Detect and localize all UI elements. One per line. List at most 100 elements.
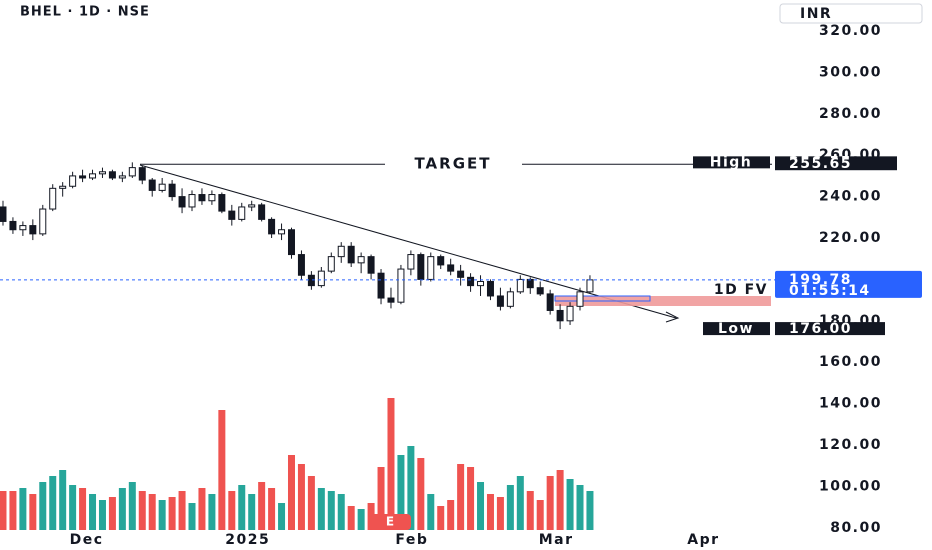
volume-bar: [158, 500, 166, 530]
volume-bar: [218, 410, 226, 530]
volume-bar: [178, 491, 186, 530]
volume-bar: [89, 494, 97, 530]
y-tick-label: 220.00: [819, 230, 882, 246]
volume-bar: [198, 488, 206, 530]
candle-body: [148, 179, 156, 191]
candle-body: [407, 254, 415, 270]
candle-body: [238, 206, 246, 220]
candle-body: [457, 270, 465, 278]
volume-bar: [278, 503, 286, 530]
volume-bar: [447, 500, 455, 530]
target-label: TARGET: [414, 155, 491, 173]
volume-bar: [486, 494, 494, 530]
target-price-tag: [775, 158, 897, 171]
volume-bar: [168, 497, 176, 530]
volume-bar: [307, 476, 315, 530]
volume-bar: [566, 479, 574, 530]
candle-body: [19, 225, 27, 231]
volume-bar: [59, 470, 67, 530]
trend-line: [139, 164, 677, 319]
x-tick-label: 2025: [225, 532, 270, 548]
volume-bar: [317, 488, 325, 530]
candle-body: [586, 279, 594, 293]
low-price-tag: [775, 322, 885, 336]
volume-bar: [98, 500, 106, 530]
volume-bar: [238, 485, 246, 530]
currency-box[interactable]: [779, 3, 923, 24]
volume-bar: [576, 485, 584, 530]
target-price: 255.65: [789, 156, 852, 172]
volume-bar: [228, 491, 236, 530]
candle-body: [526, 278, 534, 289]
candle-body: [49, 187, 57, 210]
volume-bar: [546, 476, 554, 530]
candle-body: [228, 210, 236, 220]
volume-bar: [188, 503, 196, 530]
candle-body: [427, 256, 435, 280]
volume-bar: [268, 488, 276, 530]
volume-bar: [347, 506, 355, 530]
x-tick-label: Dec: [70, 532, 104, 548]
currency[interactable]: INR: [800, 6, 832, 22]
volume-bar: [506, 485, 514, 530]
y-tick-label: 160.00: [819, 354, 882, 370]
candle-body: [9, 220, 17, 231]
low-price: 176.00: [789, 321, 852, 337]
y-tick-label: 280.00: [819, 106, 882, 122]
countdown: 01:55:14: [789, 283, 871, 299]
candle-body: [327, 256, 335, 272]
candle-body: [367, 256, 375, 274]
volume-bar: [297, 464, 305, 530]
candle-body: [337, 245, 345, 258]
volume-bar: [148, 494, 156, 530]
zone: [555, 296, 771, 306]
candle-body: [208, 194, 216, 202]
volume-bar: [287, 455, 295, 530]
candle-body: [496, 295, 504, 307]
volume-bar: [248, 494, 256, 530]
candle-body: [546, 293, 554, 311]
earnings-badge: [369, 514, 411, 530]
volume-bar: [477, 482, 485, 530]
candle-body: [39, 208, 47, 235]
candle-body: [377, 272, 385, 299]
candle-body: [79, 175, 87, 179]
candle-body: [307, 274, 315, 287]
candle-body: [198, 194, 206, 202]
candle-body: [447, 264, 455, 272]
volume-bar: [516, 476, 524, 530]
candle-body: [128, 167, 136, 177]
volume-bar: [69, 485, 77, 530]
volume-bar: [437, 506, 445, 530]
candle-body: [387, 297, 395, 303]
y-tick-label: 140.00: [819, 396, 882, 412]
y-tick-label: 320.00: [819, 23, 882, 39]
candle-body: [0, 206, 7, 222]
candle-body: [287, 229, 295, 256]
volume-bar: [457, 464, 465, 530]
volume-bar: [327, 491, 335, 530]
volume-bar: [118, 488, 126, 530]
candle-body: [417, 254, 425, 280]
y-tick-label: 300.00: [819, 64, 882, 80]
candle-body: [168, 183, 176, 198]
y-tick-label: 80.00: [830, 520, 882, 536]
candle-body: [188, 194, 196, 208]
volume-bar: [417, 458, 425, 530]
candle-body: [297, 254, 305, 276]
earnings-marker[interactable]: E: [386, 515, 394, 529]
candle-body: [536, 287, 544, 295]
volume-bar: [556, 470, 564, 530]
candle-body: [98, 171, 106, 175]
candle-body: [357, 256, 365, 264]
volume-bar: [496, 497, 504, 530]
high-label: High: [710, 154, 753, 170]
volume-bar: [387, 398, 395, 530]
candle-body: [268, 218, 276, 235]
x-tick-label: Mar: [539, 532, 574, 548]
candle-body: [248, 204, 256, 208]
fair-value-label: 1D FV: [714, 282, 768, 298]
volume-bar: [397, 455, 405, 530]
volume-bar: [536, 500, 544, 530]
candle-body: [486, 280, 494, 297]
